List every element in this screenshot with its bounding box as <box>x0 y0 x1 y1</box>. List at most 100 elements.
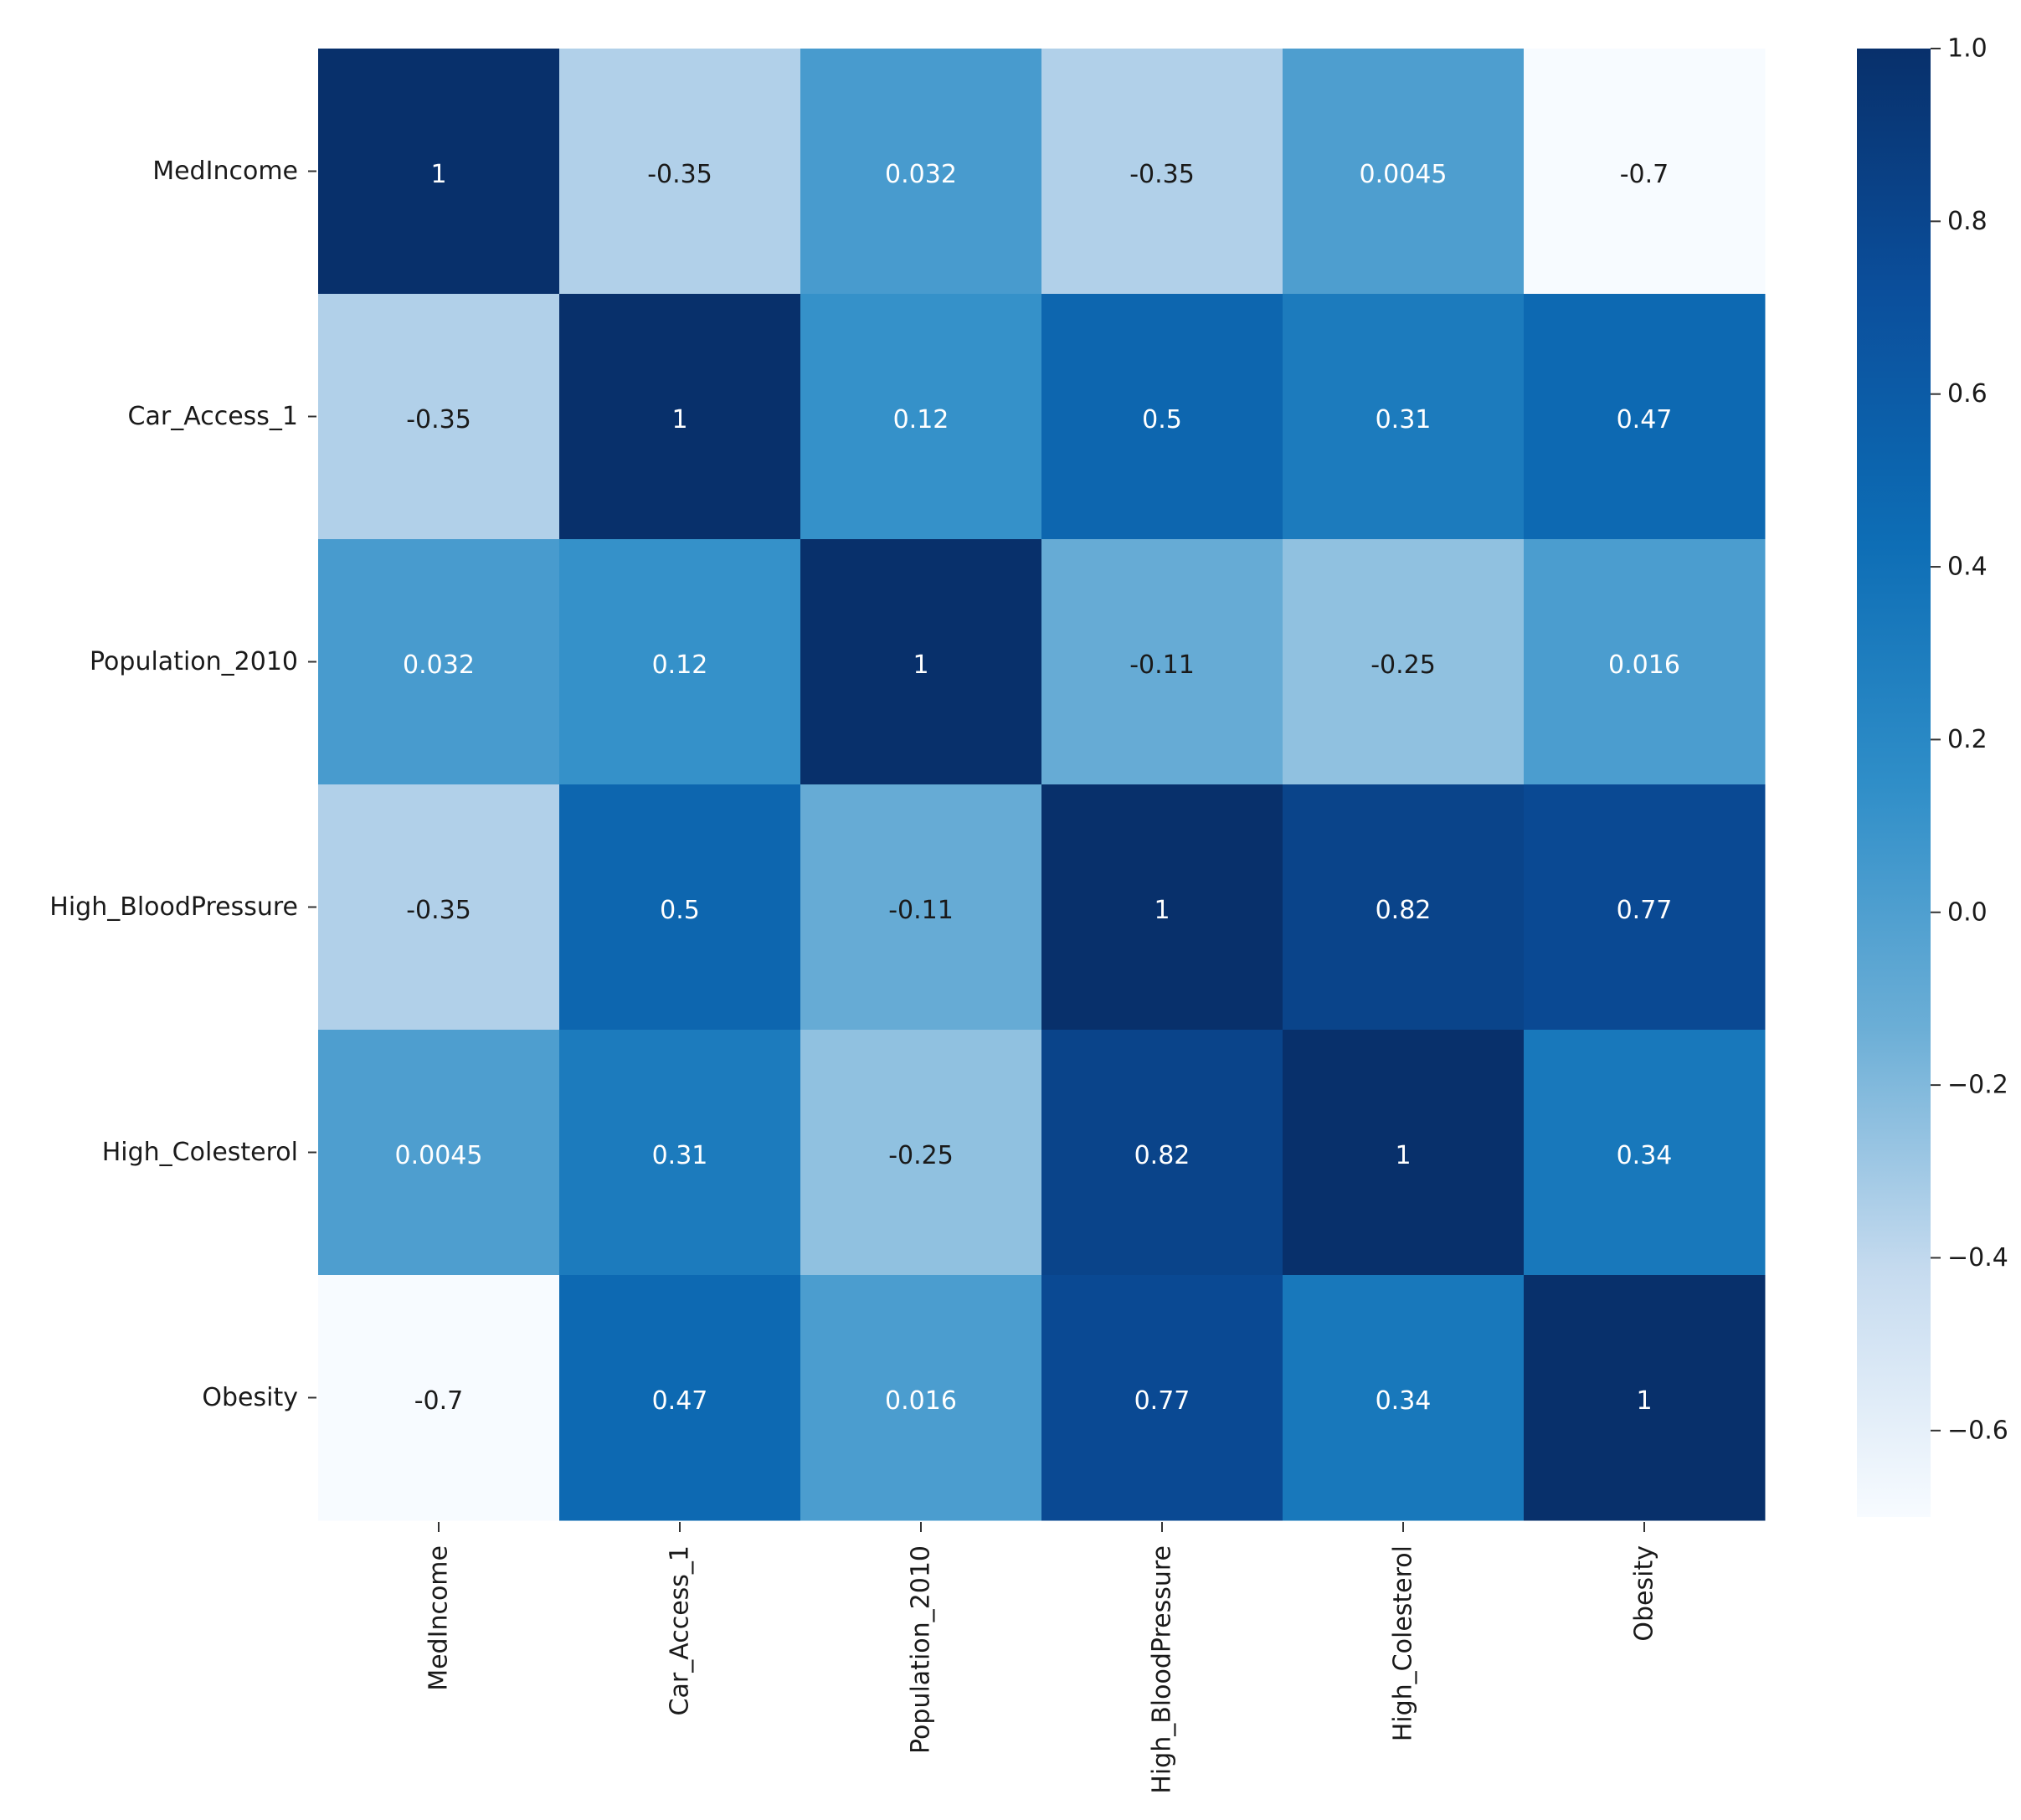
heatmap-cell-r4-c2 <box>800 1030 1042 1276</box>
cell-value-label-r0-c3: -0.35 <box>1129 160 1195 189</box>
heatmap-cell-r5-c3 <box>1041 1275 1283 1521</box>
cell-value-label-r2-c4: -0.25 <box>1370 650 1436 680</box>
row-label-population-2010: Population_2010 <box>90 647 298 676</box>
cell-value-label-r0-c1: -0.35 <box>647 160 712 189</box>
cell-value-label-r4-c2: -0.25 <box>888 1141 954 1170</box>
colorbar: 1.0 0.8 0.6 0.4 0.2 0.0 −0.2 −0.4 −0.6 <box>1857 34 2008 1517</box>
heatmap-cell-r5-c0 <box>318 1275 560 1521</box>
cell-value-label-r1-c0: -0.35 <box>406 405 471 434</box>
heatmap-cell-r5-c1 <box>559 1275 801 1521</box>
heatmap-cell-r5-c4 <box>1283 1275 1525 1521</box>
row-label-medincome: MedIncome <box>152 157 298 186</box>
heatmap-cell-r4-c1 <box>559 1030 801 1276</box>
cell-value-label-r1-c5: 0.47 <box>1617 405 1673 434</box>
cell-value-label-r2-c3: -0.11 <box>1129 650 1195 680</box>
cell-value-label-r3-c2: -0.11 <box>888 896 954 925</box>
cell-value-label-r2-c5: 0.016 <box>1608 650 1680 680</box>
cell-value-label-r5-c4: 0.34 <box>1376 1386 1432 1416</box>
heatmap-cell-labels: 1 -0.35 0.032 -0.35 0.0045 -0.7 -0.35 1 0.12 0.5 0… <box>395 160 1680 1416</box>
cell-value-label-r1-c4: 0.31 <box>1376 405 1432 434</box>
heatmap-cell-r0-c4 <box>1283 49 1525 295</box>
heatmap-cell-r4-c5 <box>1524 1030 1766 1276</box>
cell-value-label-r3-c4: 0.82 <box>1376 896 1432 925</box>
cell-value-label-r5-c3: 0.77 <box>1134 1386 1190 1416</box>
heatmap-cell-r1-c3 <box>1041 294 1283 540</box>
cell-value-label-r1-c3: 0.5 <box>1142 405 1182 434</box>
heatmap-cell-r2-c2 <box>800 539 1042 785</box>
colorbar-tick-label: 0.0 <box>1947 897 1988 927</box>
colorbar-tick-label: 1.0 <box>1947 34 1988 64</box>
cell-value-label-r2-c1: 0.12 <box>652 650 708 680</box>
heatmap-cell-r0-c2 <box>800 49 1042 295</box>
cell-value-label-r1-c1: 1 <box>671 405 687 434</box>
colorbar-tick-label: 0.8 <box>1947 207 1988 236</box>
colorbar-tick-label: −0.4 <box>1947 1243 2008 1272</box>
cell-value-label-r3-c5: 0.77 <box>1617 896 1673 925</box>
heatmap-cell-r3-c5 <box>1524 784 1766 1031</box>
column-label-high-bloodpressure: High_BloodPressure <box>1148 1545 1177 1794</box>
cell-value-label-r4-c0: 0.0045 <box>395 1141 483 1170</box>
cell-value-label-r3-c3: 1 <box>1154 896 1170 925</box>
heatmap-cell-r4-c0 <box>318 1030 560 1276</box>
heatmap-cell-r0-c0 <box>318 49 560 295</box>
cell-value-label-r2-c0: 0.032 <box>403 650 475 680</box>
column-label-obesity: Obesity <box>1630 1545 1659 1642</box>
heatmap-cell-r4-c3 <box>1041 1030 1283 1276</box>
cell-value-label-r5-c5: 1 <box>1636 1386 1652 1416</box>
heatmap-cell-r2-c5 <box>1524 539 1766 785</box>
column-tick-labels: MedIncome Car_Access_1 Population_2010 High… <box>424 1522 1659 1794</box>
heatmap-cell-r1-c5 <box>1524 294 1766 540</box>
colorbar-tick-label: −0.2 <box>1947 1071 2008 1100</box>
column-label-high-colesterol: High_Colesterol <box>1389 1545 1418 1741</box>
row-label-obesity: Obesity <box>202 1383 298 1412</box>
heatmap-cell-r0-c1 <box>559 49 801 295</box>
row-label-high-bloodpressure: High_BloodPressure <box>49 892 298 922</box>
cell-value-label-r0-c2: 0.032 <box>885 160 957 189</box>
heatmap-cell-r2-c3 <box>1041 539 1283 785</box>
cell-value-label-r4-c5: 0.34 <box>1617 1141 1673 1170</box>
cell-value-label-r0-c4: 0.0045 <box>1360 160 1448 189</box>
heatmap-cell-r4-c4 <box>1283 1030 1525 1276</box>
heatmap-cell-r1-c4 <box>1283 294 1525 540</box>
heatmap-cell-r2-c1 <box>559 539 801 785</box>
colorbar-tick-label: 0.4 <box>1947 553 1988 582</box>
cell-value-label-r4-c1: 0.31 <box>652 1141 708 1170</box>
heatmap-cell-r0-c5 <box>1524 49 1766 295</box>
cell-value-label-r5-c2: 0.016 <box>885 1386 957 1416</box>
cell-value-label-r0-c5: -0.7 <box>1620 160 1669 189</box>
heatmap-cell-r5-c5 <box>1524 1275 1766 1521</box>
row-tick-labels: MedIncome Car_Access_1 Population_2010 High… <box>49 157 316 1412</box>
cell-value-label-r4-c4: 1 <box>1395 1141 1411 1170</box>
row-label-car-access-1: Car_Access_1 <box>128 402 298 431</box>
cell-value-label-r5-c1: 0.47 <box>652 1386 708 1416</box>
cell-value-label-r0-c0: 1 <box>430 160 446 189</box>
colorbar-tick-label: 0.6 <box>1947 379 1988 409</box>
colorbar-tick-label: −0.6 <box>1947 1416 2008 1445</box>
cell-value-label-r1-c2: 0.12 <box>893 405 949 434</box>
heatmap-cell-r1-c2 <box>800 294 1042 540</box>
cell-value-label-r3-c1: 0.5 <box>660 896 700 925</box>
cell-value-label-r5-c0: -0.7 <box>414 1386 464 1416</box>
heatmap-cell-r2-c0 <box>318 539 560 785</box>
heatmap-cell-r5-c2 <box>800 1275 1042 1521</box>
cell-value-label-r4-c3: 0.82 <box>1134 1141 1190 1170</box>
heatmap-cell-r3-c1 <box>559 784 801 1031</box>
heatmap-cell-r1-c0 <box>318 294 560 540</box>
heatmap-cell-r0-c3 <box>1041 49 1283 295</box>
heatmap-cell-r1-c1 <box>559 294 801 540</box>
row-label-high-colesterol: High_Colesterol <box>102 1138 298 1167</box>
heatmap-cell-r2-c4 <box>1283 539 1525 785</box>
heatmap-cell-r3-c0 <box>318 784 560 1031</box>
heatmap-cell-r3-c4 <box>1283 784 1525 1031</box>
heatmap-cell-r3-c3 <box>1041 784 1283 1031</box>
heatmap-cell-r3-c2 <box>800 784 1042 1031</box>
cell-value-label-r3-c0: -0.35 <box>406 896 471 925</box>
colorbar-tick-label: 0.2 <box>1947 725 1988 754</box>
cell-value-label-r2-c2: 1 <box>913 650 928 680</box>
column-label-car-access-1: Car_Access_1 <box>666 1545 695 1715</box>
column-label-medincome: MedIncome <box>424 1545 454 1691</box>
colorbar-gradient <box>1857 49 1931 1517</box>
column-label-population-2010: Population_2010 <box>907 1545 936 1754</box>
